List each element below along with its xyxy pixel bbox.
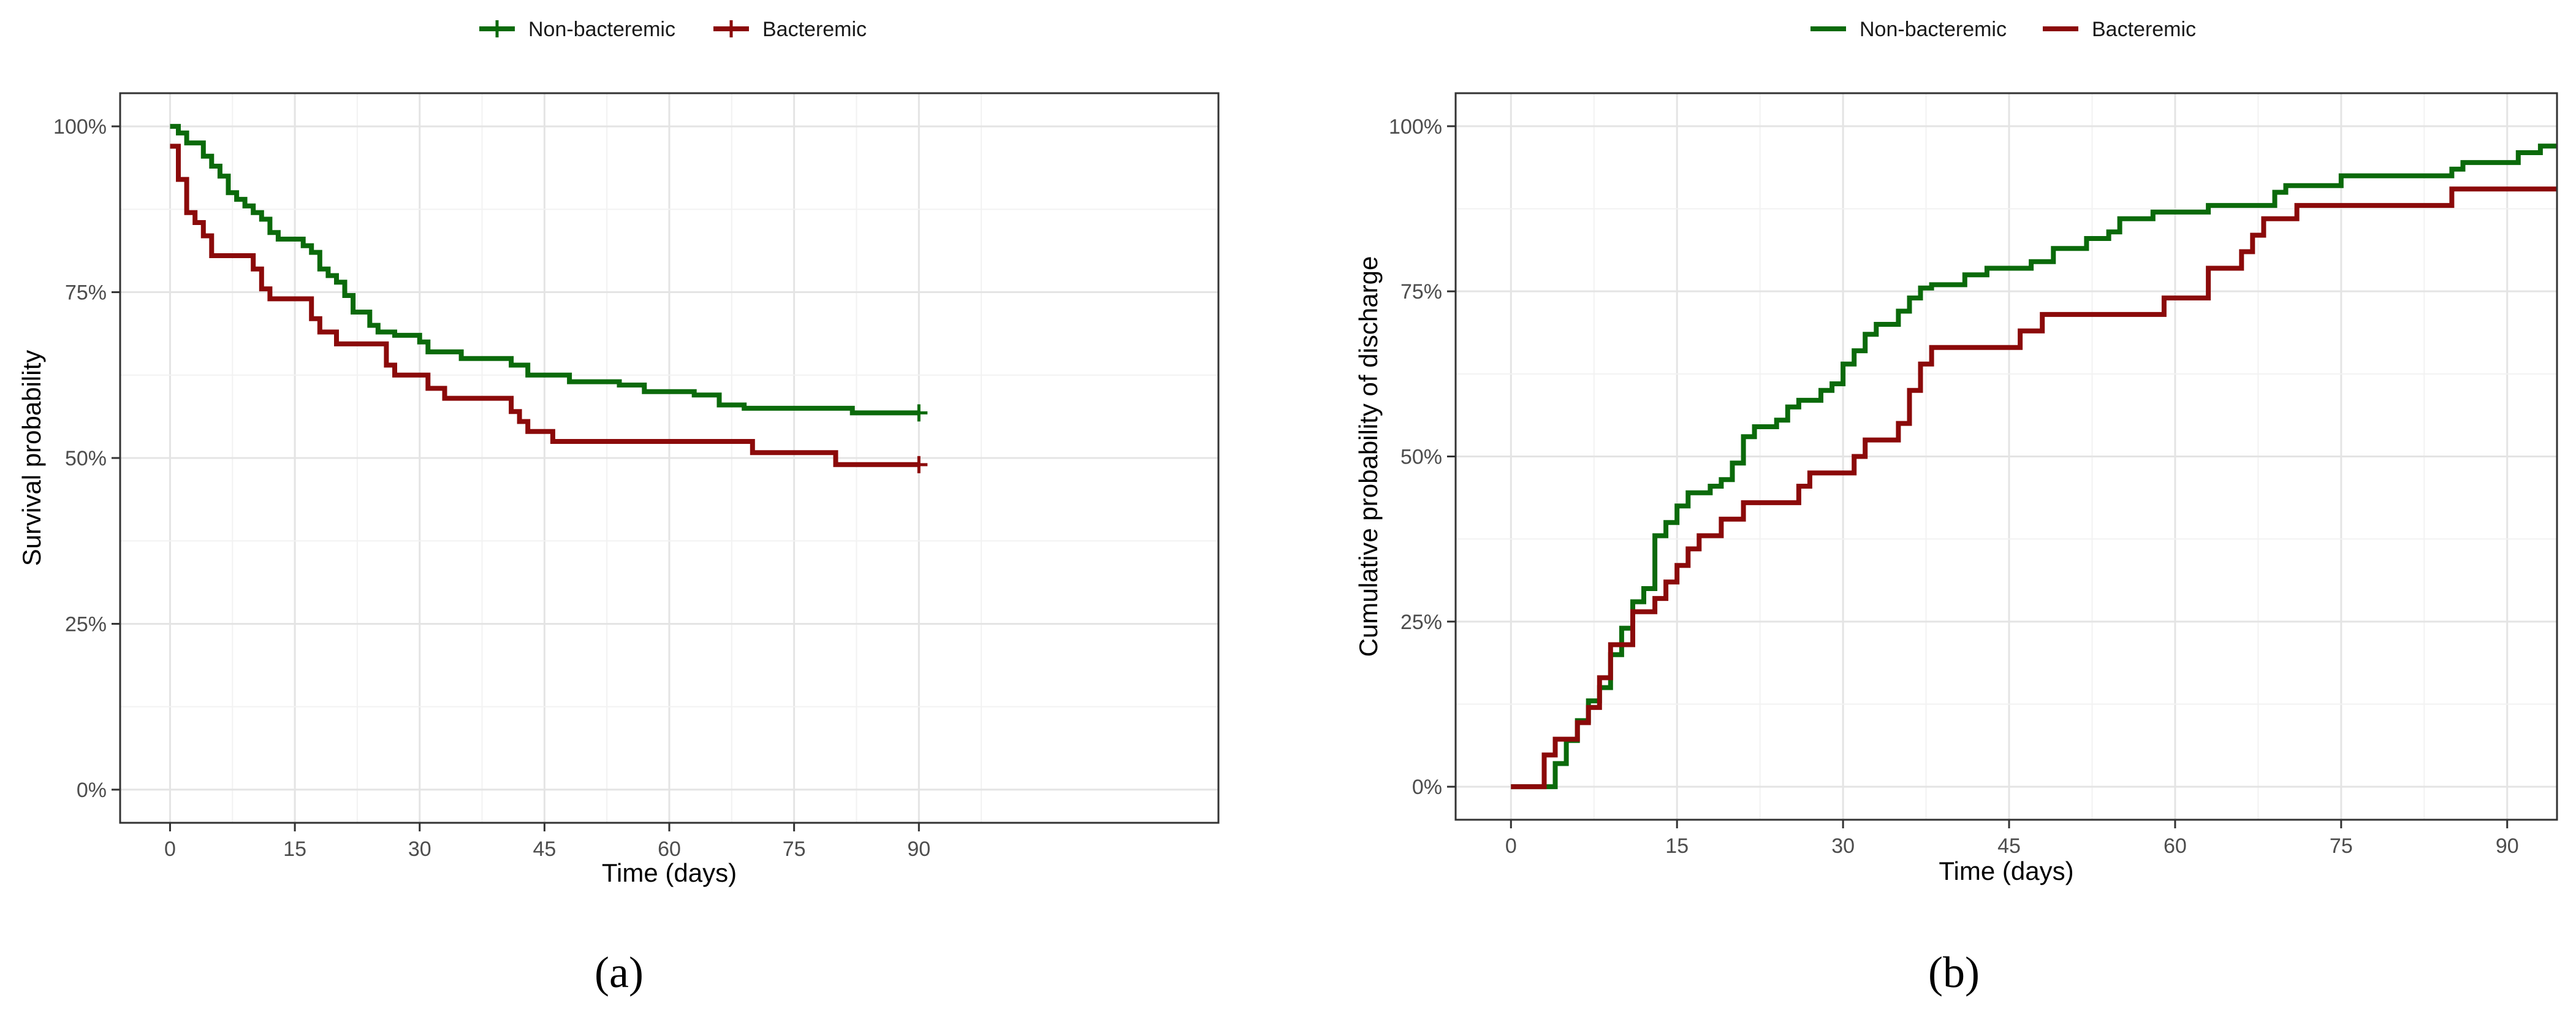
y-tick-label: 0% — [1412, 776, 1442, 799]
x-tick-label: 60 — [658, 838, 681, 861]
panel-b-y-axis-label: Cumulative probability of discharge — [1354, 256, 1383, 657]
panel-a-legend-item-bacteremic: Bacteremic — [713, 18, 867, 41]
panel-a-legend-label-bacteremic: Bacteremic — [762, 18, 867, 41]
panel-b-legend: Non-bacteremic Bacteremic — [1810, 18, 2196, 41]
x-tick-label: 45 — [533, 838, 556, 861]
y-tick-label: 100% — [53, 115, 107, 139]
panel-a-caption: (a) — [595, 948, 644, 997]
panel-a-survival: 0 15 30 45 60 75 90 0% 25% 50% 75% 100% Time (days)… — [17, 18, 1220, 997]
panel-a-legend: Non-bacteremic Bacteremic — [479, 18, 867, 41]
series-line-bacteremic — [1511, 186, 2557, 790]
legend-cross-key-icon — [479, 20, 515, 37]
panel-b-legend-label-bacteremic: Bacteremic — [2092, 18, 2196, 41]
x-tick-label: 75 — [2330, 834, 2353, 858]
panel-b-discharge: 0 15 30 45 60 75 90 0% 25% 50% 75% 100% Time (days)… — [1354, 18, 2558, 997]
x-tick-label: 90 — [2496, 834, 2519, 858]
panel-a-grid — [120, 93, 1218, 823]
panel-a-legend-item-non-bacteremic: Non-bacteremic — [479, 18, 675, 41]
series-line-non-bacteremic — [170, 124, 919, 416]
x-tick-label: 15 — [283, 838, 306, 861]
panel-b-caption: (b) — [1928, 948, 1980, 997]
x-tick-label: 0 — [164, 838, 176, 861]
y-tick-label: 25% — [65, 613, 107, 636]
panel-b-legend-item-non-bacteremic: Non-bacteremic — [1810, 18, 2007, 41]
panel-a-legend-label-non-bacteremic: Non-bacteremic — [528, 18, 675, 41]
x-tick-label: 30 — [408, 838, 431, 861]
panel-a-plot-area — [170, 124, 928, 473]
x-tick-label: 75 — [783, 838, 806, 861]
series-line-non-bacteremic — [1511, 143, 2557, 790]
series-line-bacteremic — [170, 143, 919, 467]
panel-a-ticks: 0 15 30 45 60 75 90 0% 25% 50% 75% 100% — [53, 115, 930, 861]
x-tick-label: 30 — [1831, 834, 1855, 858]
y-tick-label: 50% — [1400, 446, 1442, 469]
y-tick-label: 50% — [65, 447, 107, 470]
y-tick-label: 75% — [1400, 280, 1442, 303]
panel-b-grid — [1456, 93, 2557, 820]
x-tick-label: 90 — [907, 838, 930, 861]
y-tick-label: 0% — [77, 779, 107, 802]
panel-b-legend-item-bacteremic: Bacteremic — [2043, 18, 2196, 41]
y-tick-label: 75% — [65, 281, 107, 305]
x-tick-label: 60 — [2164, 834, 2187, 858]
y-tick-label: 25% — [1400, 611, 1442, 634]
x-tick-label: 15 — [1665, 834, 1689, 858]
legend-cross-key-icon — [713, 20, 749, 37]
panel-b-plot-area — [1511, 143, 2557, 790]
y-tick-label: 100% — [1389, 115, 1442, 139]
x-tick-label: 45 — [1997, 834, 2021, 858]
panel-a-x-axis-label: Time (days) — [602, 858, 737, 887]
panel-b-x-axis-label: Time (days) — [1939, 857, 2073, 885]
panel-b-ticks: 0 15 30 45 60 75 90 0% 25% 50% 75% 100% — [1389, 115, 2519, 858]
x-tick-label: 0 — [1505, 834, 1517, 858]
panel-a-y-axis-label: Survival probability — [17, 350, 46, 567]
panel-b-legend-label-non-bacteremic: Non-bacteremic — [1860, 18, 2007, 41]
